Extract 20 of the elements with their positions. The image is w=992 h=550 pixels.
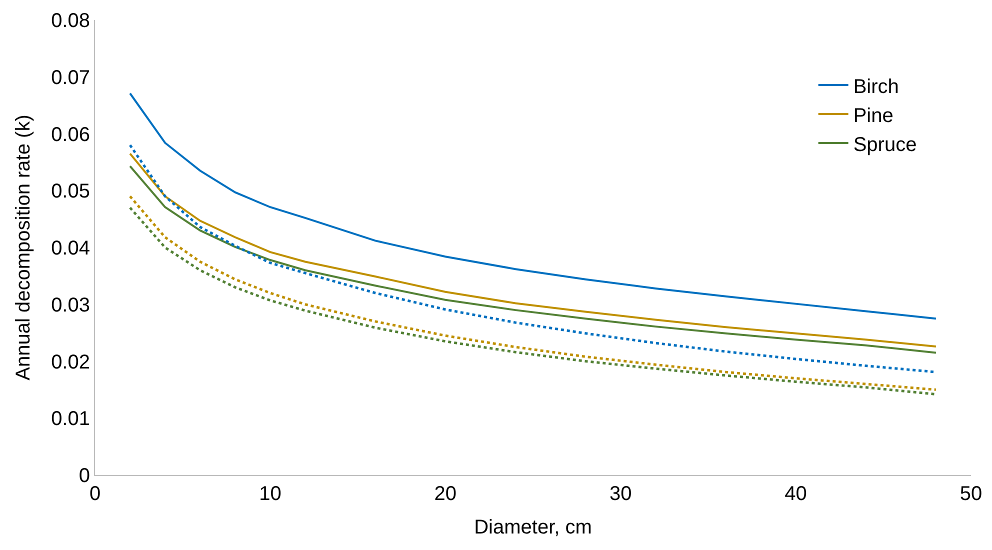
y-tick-label: 0	[78, 465, 90, 487]
legend-label: Birch	[853, 76, 899, 98]
y-tick-label: 0.05	[51, 180, 90, 203]
x-tick-label: 50	[960, 483, 982, 505]
y-tick-label: 0.07	[51, 66, 90, 89]
y-tick-label: 0.03	[51, 294, 90, 316]
x-tick-label: 40	[784, 483, 807, 505]
y-tick-label: 0.02	[51, 351, 90, 374]
y-tick-label: 0.01	[51, 408, 90, 430]
y-tick-label: 0.08	[51, 10, 90, 32]
x-tick-label: 10	[259, 483, 282, 505]
y-tick-label: 0.06	[51, 124, 90, 146]
legend-label: Spruce	[853, 134, 917, 156]
x-axis-title: Diameter, cm	[474, 516, 592, 538]
line-series	[129, 92, 937, 320]
x-tick-label: 20	[434, 483, 457, 505]
legend-label: Pine	[853, 104, 894, 127]
x-tick-label: 30	[609, 483, 632, 505]
y-axis-title: Annual decomposition rate (k)	[12, 114, 35, 380]
y-tick-label: 0.04	[51, 238, 90, 260]
